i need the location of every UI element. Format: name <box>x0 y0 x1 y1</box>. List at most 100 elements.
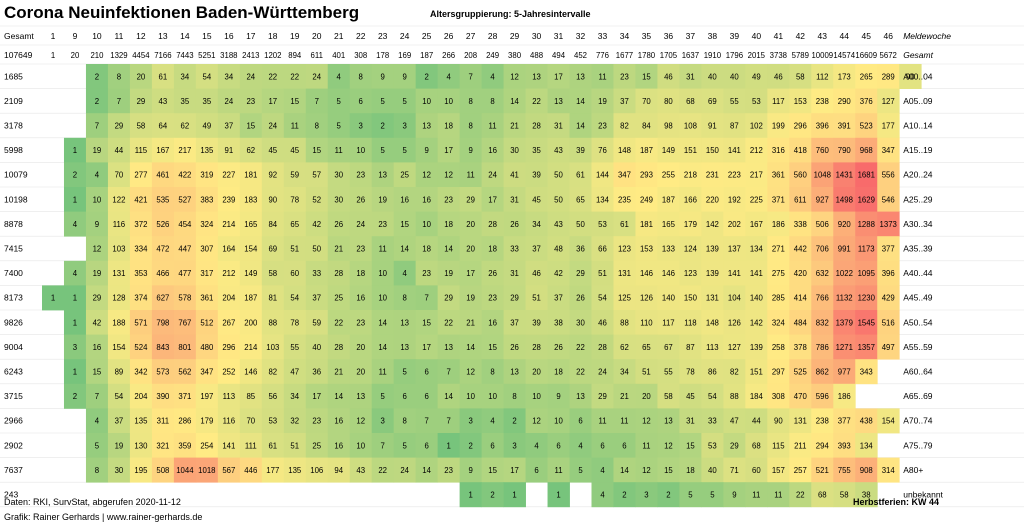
heat-cell <box>613 137 636 163</box>
cell-value: 347 <box>882 146 895 155</box>
cell-value: 134 <box>860 441 874 450</box>
row-total-A40..44: 7400 <box>4 268 23 278</box>
cell-value: 1 <box>73 195 77 204</box>
cell-value: 321 <box>156 441 169 450</box>
heat-cell <box>657 408 680 434</box>
heat-cell <box>129 137 153 163</box>
heat-cell <box>173 88 197 114</box>
heat-cell <box>305 285 329 311</box>
heat-cell <box>723 113 746 139</box>
cell-value: 317 <box>200 269 213 278</box>
heat-cell <box>415 383 439 409</box>
heat-cell <box>767 236 790 262</box>
cell-value: 267 <box>222 318 235 327</box>
cell-value: 22 <box>268 72 277 81</box>
heat-cell <box>789 482 812 508</box>
heat-cell <box>767 433 790 458</box>
heat-cell <box>503 482 526 508</box>
cell-value: 37 <box>532 245 541 254</box>
cell-value: 29 <box>576 269 585 278</box>
cell-value: 23 <box>620 72 629 81</box>
cell-value: 11 <box>489 122 497 131</box>
cell-value: 438 <box>860 417 873 426</box>
heat-cell <box>723 211 746 237</box>
week-total-1: 1 <box>51 51 55 60</box>
heat-cell <box>151 162 175 188</box>
heat-cell <box>679 334 702 360</box>
cell-value: 58 <box>137 122 146 131</box>
heat-cell <box>525 211 548 237</box>
heat-cell <box>349 383 373 409</box>
cell-value: 62 <box>246 146 255 155</box>
week-header-13: 13 <box>158 31 168 41</box>
heat-cell <box>591 187 614 212</box>
heat-cell <box>239 457 263 483</box>
cell-value: 447 <box>178 245 191 254</box>
heat-cell <box>481 408 504 434</box>
cell-value: 12 <box>642 466 651 475</box>
heat-cell <box>415 162 439 188</box>
heat-cell <box>569 260 592 286</box>
cell-value: 14 <box>576 122 585 131</box>
heat-cell <box>635 236 658 262</box>
heat-cell <box>569 88 592 114</box>
cell-value: 8 <box>402 294 406 303</box>
week-header-34: 34 <box>620 31 630 41</box>
heat-cell <box>393 187 417 212</box>
heat-cell <box>349 64 373 89</box>
heat-cell <box>107 334 131 360</box>
data-source-note: Daten: RKI, SurvStat, abgerufen 2020-11-… <box>4 497 181 507</box>
cell-value: 76 <box>598 146 607 155</box>
cell-value: 124 <box>684 245 698 254</box>
heat-cell <box>613 260 636 286</box>
cell-value: 422 <box>178 171 191 180</box>
heat-cell <box>657 359 680 385</box>
heat-cell <box>261 334 285 360</box>
cell-value: 25 <box>334 294 343 303</box>
heat-cell <box>327 88 351 114</box>
cell-value: 5 <box>402 368 407 377</box>
week-header-30: 30 <box>532 31 542 41</box>
cell-value: 40 <box>708 72 717 81</box>
week-total-30: 488 <box>530 51 543 60</box>
cell-value: 108 <box>684 122 697 131</box>
cell-value: 113 <box>223 392 235 401</box>
heat-cell <box>767 113 790 139</box>
cell-value: 39 <box>532 318 541 327</box>
cell-value: 48 <box>554 245 563 254</box>
cell-value: 140 <box>662 294 676 303</box>
heat-cell <box>173 137 197 163</box>
heat-cell <box>811 137 834 163</box>
heat-cell <box>701 113 724 139</box>
cell-value: 7 <box>95 122 99 131</box>
cell-value: 3 <box>381 417 385 426</box>
heat-cell <box>613 113 636 139</box>
heat-cell <box>261 113 285 139</box>
heat-cell <box>723 162 746 188</box>
heat-cell <box>327 408 351 434</box>
cell-value: 6 <box>556 441 560 450</box>
cell-value: 11 <box>620 417 628 426</box>
cell-value: 8 <box>315 122 319 131</box>
cell-value: 512 <box>200 318 213 327</box>
cell-value: 59 <box>312 318 321 327</box>
heat-cell <box>701 482 724 508</box>
cell-value: 187 <box>640 146 653 155</box>
heat-cell <box>481 457 504 483</box>
heat-cell <box>701 236 724 262</box>
cell-value: 149 <box>244 269 257 278</box>
cell-value: 53 <box>708 441 717 450</box>
row-label-A60..64: A60..64 <box>903 367 933 377</box>
heat-cell <box>239 187 263 212</box>
heat-cell <box>349 211 373 237</box>
heat-cell <box>767 137 790 163</box>
heat-cell <box>261 285 285 311</box>
cell-value: 418 <box>794 146 807 155</box>
week-total-46: 5672 <box>880 51 897 60</box>
heat-cell <box>789 88 812 114</box>
cell-value: 571 <box>134 318 147 327</box>
heat-cell <box>63 334 87 360</box>
cell-value: 184 <box>750 392 764 401</box>
cell-value: 26 <box>356 195 365 204</box>
cell-value: 296 <box>222 343 235 352</box>
